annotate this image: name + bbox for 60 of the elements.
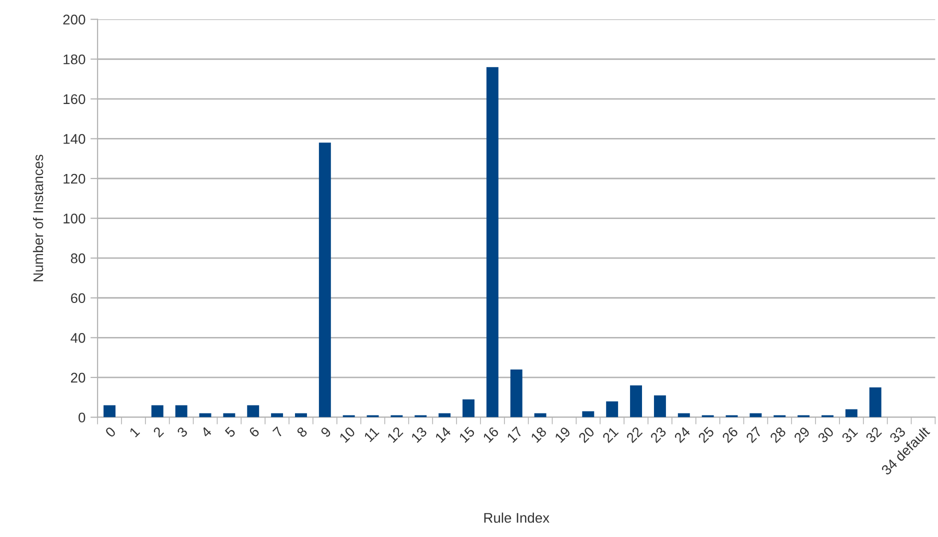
- bar: [247, 405, 260, 418]
- y-axis-title: Number of Instances: [32, 154, 44, 282]
- x-tick-label: 9: [320, 426, 332, 438]
- x-tick-label: 17: [506, 426, 523, 443]
- bar: [175, 405, 188, 418]
- bar: [462, 399, 474, 418]
- y-tick-label: 80: [70, 253, 86, 264]
- x-tick-label: 20: [578, 426, 595, 444]
- bar: [845, 409, 858, 418]
- bar: [654, 395, 666, 418]
- x-tick-label: 24: [674, 426, 691, 444]
- bar: [151, 405, 164, 418]
- bar: [582, 411, 594, 418]
- x-tick-label: 16: [482, 426, 500, 443]
- x-tick-label: 13: [410, 426, 428, 443]
- x-tick-label: 30: [817, 426, 834, 444]
- x-tick-label: 3: [176, 426, 188, 438]
- x-tick-label: 11: [364, 426, 380, 442]
- x-tick-label: 15: [458, 426, 476, 443]
- y-tick-label: 120: [64, 174, 86, 184]
- x-tick-label: 19: [554, 426, 571, 443]
- y-tick-label: 40: [70, 333, 86, 343]
- x-tick-label: 22: [626, 426, 643, 444]
- y-tick-label: 100: [64, 214, 86, 224]
- x-tick-label: 8: [296, 426, 308, 438]
- y-tick-label: 200: [63, 14, 86, 24]
- x-tick-label: 7: [272, 426, 284, 438]
- bar: [510, 370, 522, 418]
- x-tick-label: 27: [746, 426, 762, 444]
- x-tick-label: 18: [530, 426, 548, 443]
- x-tick-label: 6: [248, 426, 260, 438]
- x-tick-label: 4: [200, 426, 212, 438]
- x-tick-label: 12: [386, 426, 404, 443]
- x-tick-label: 26: [722, 426, 739, 444]
- x-tick-label: 14: [434, 426, 452, 443]
- x-tick-label: 1: [129, 426, 140, 438]
- y-tick-label: 0: [78, 412, 86, 422]
- x-tick-label: 2: [152, 426, 164, 438]
- x-axis-title: Rule Index: [484, 512, 550, 523]
- bar: [869, 387, 882, 418]
- y-tick-label: 20: [71, 372, 86, 383]
- x-tick-label: 28: [769, 426, 786, 444]
- x-tick-label: 31: [841, 426, 858, 444]
- bar: [104, 405, 116, 418]
- bar: [486, 67, 498, 418]
- x-tick-label: 10: [338, 426, 356, 443]
- x-tick-label: 21: [602, 426, 619, 444]
- x-tick-label: 29: [793, 426, 810, 444]
- x-tick-label: 5: [224, 426, 236, 438]
- y-tick-label: 180: [64, 54, 86, 64]
- x-tick-label: 0: [104, 426, 116, 438]
- bar: [606, 401, 618, 418]
- y-tick-label: 160: [64, 94, 86, 104]
- y-tick-label: 60: [71, 293, 86, 304]
- x-tick-label: 23: [650, 426, 667, 444]
- y-tick-label: 140: [64, 134, 86, 144]
- x-tick-label: 32: [865, 426, 882, 444]
- x-tick-label: 25: [698, 426, 715, 444]
- bar: [318, 142, 331, 418]
- bar: [630, 385, 642, 418]
